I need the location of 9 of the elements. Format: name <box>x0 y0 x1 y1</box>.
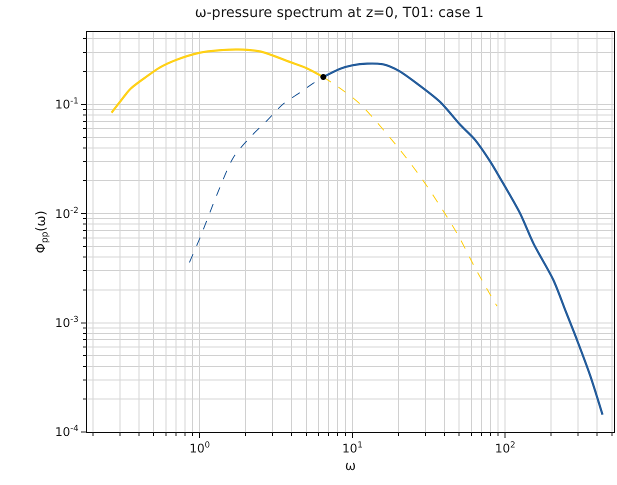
x-axis-title: ω <box>345 459 356 474</box>
y-tick-label: 10$^{-3}$ <box>54 314 79 330</box>
y-tick-label: 10$^{-1}$ <box>54 96 79 112</box>
x-tick-label: 10$^{0}$ <box>189 439 210 456</box>
x-tick-label: 10$^{2}$ <box>494 439 516 456</box>
chart-title: ω-pressure spectrum at z=0, T01: case 1 <box>194 5 484 22</box>
y-tick-label: 10$^{-4}$ <box>54 423 79 440</box>
x-tick-label: 10$^{1}$ <box>342 439 363 456</box>
y-tick-label: 10$^{-2}$ <box>54 204 79 221</box>
